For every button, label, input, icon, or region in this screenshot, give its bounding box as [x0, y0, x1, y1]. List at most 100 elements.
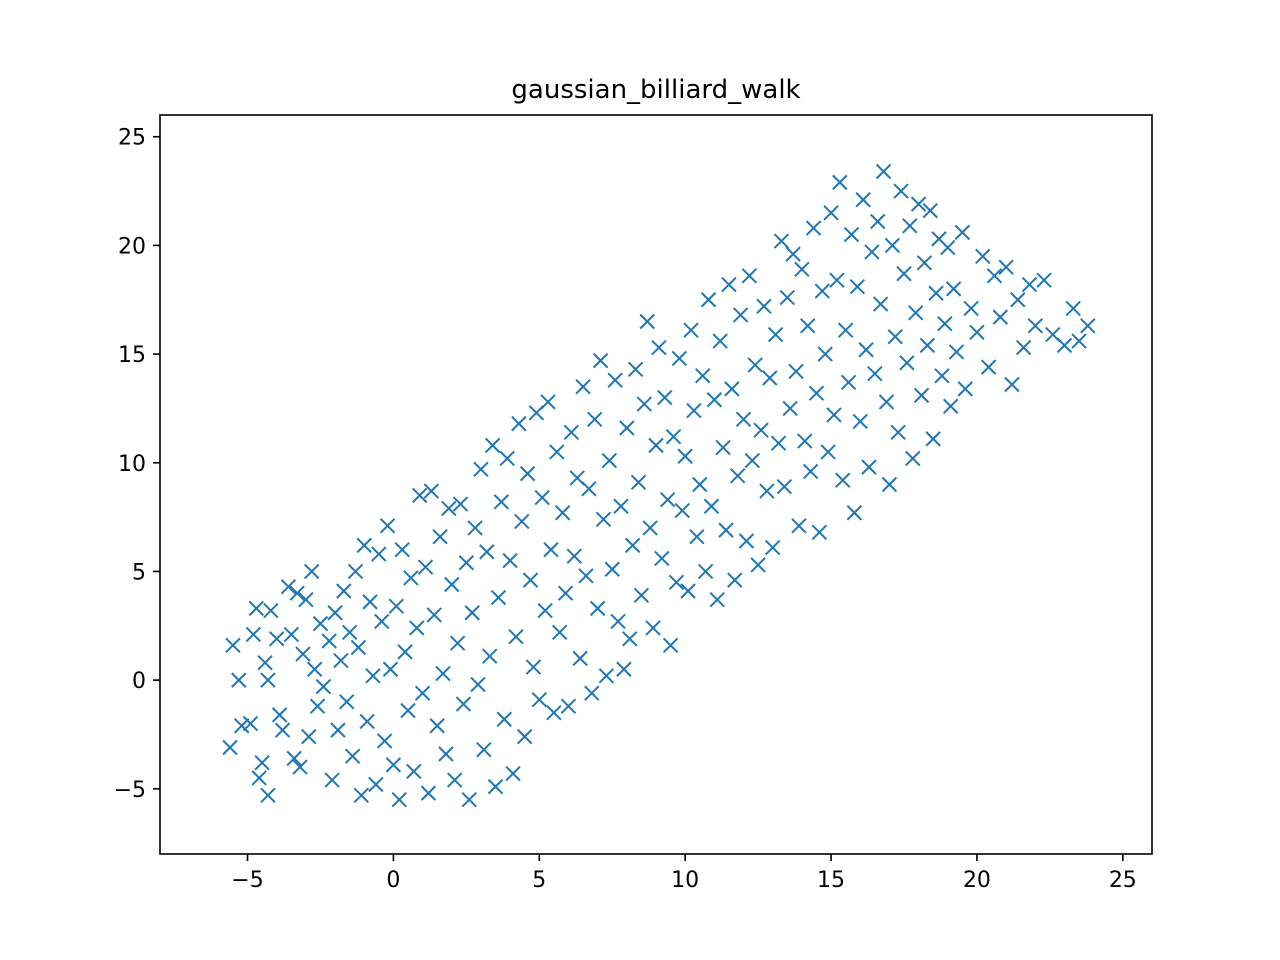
data-point: [794, 261, 810, 278]
data-point: [420, 785, 437, 801]
data-point: [508, 628, 524, 645]
data-point: [1071, 333, 1087, 349]
data-point: [902, 218, 918, 234]
data-point: [919, 337, 936, 354]
data-point: [855, 192, 871, 208]
data-point: [963, 300, 979, 317]
data-point: [832, 174, 848, 191]
data-point: [525, 659, 542, 675]
data-point: [371, 546, 387, 562]
data-point: [858, 342, 874, 358]
data-point: [770, 435, 787, 451]
data-point: [975, 248, 991, 264]
data-point: [668, 574, 685, 591]
data-point: [268, 631, 285, 647]
data-point: [864, 244, 880, 260]
data-point: [992, 309, 1008, 325]
data-point: [925, 431, 941, 447]
x-tick-label: 20: [963, 868, 991, 893]
data-point: [884, 237, 901, 254]
data-point: [721, 276, 737, 293]
data-point: [867, 365, 883, 382]
data-point: [703, 498, 720, 514]
data-point: [1010, 292, 1026, 308]
data-point: [642, 520, 658, 536]
data-point: [260, 787, 276, 804]
data-point: [470, 676, 486, 693]
data-point: [875, 163, 892, 180]
data-point: [724, 381, 740, 397]
data-point: [374, 613, 390, 630]
data-point: [767, 326, 784, 343]
data-point: [802, 463, 819, 480]
data-point: [759, 483, 775, 499]
data-point: [1080, 318, 1096, 334]
data-point: [718, 522, 734, 538]
data-point: [934, 368, 950, 384]
data-point: [817, 346, 833, 362]
data-point: [549, 444, 565, 460]
data-point: [913, 387, 930, 404]
data-point: [426, 607, 442, 623]
data-point: [441, 500, 457, 517]
data-point: [814, 283, 831, 299]
data-point: [304, 563, 320, 580]
data-point: [309, 698, 326, 714]
data-point: [881, 476, 898, 493]
data-points: [222, 163, 1096, 808]
data-point: [376, 733, 393, 749]
data-point: [1021, 276, 1038, 293]
data-point: [619, 420, 635, 436]
data-point: [225, 637, 241, 654]
data-point: [394, 541, 410, 558]
data-point: [522, 572, 539, 588]
data-point: [610, 613, 626, 630]
data-point: [423, 483, 440, 499]
data-point: [484, 437, 501, 454]
data-point: [773, 233, 790, 249]
data-point: [776, 478, 793, 495]
data-point: [359, 713, 375, 730]
data-point: [1027, 318, 1044, 334]
data-point: [601, 452, 618, 469]
data-point: [916, 255, 933, 271]
data-point: [403, 570, 419, 586]
data-point: [762, 370, 778, 386]
data-point: [683, 322, 699, 338]
data-point: [829, 272, 845, 288]
data-point: [379, 518, 396, 534]
data-point: [835, 472, 851, 488]
data-point: [907, 305, 924, 321]
data-point: [344, 748, 361, 764]
data-point: [648, 437, 664, 454]
data-point: [595, 511, 612, 527]
data-point: [347, 563, 364, 580]
data-point: [980, 359, 997, 375]
data-point: [633, 587, 650, 604]
data-point: [659, 492, 676, 508]
data-point: [630, 474, 647, 491]
data-point: [231, 672, 247, 688]
data-point: [286, 750, 302, 767]
x-tick-label: 10: [671, 868, 699, 893]
data-point: [382, 661, 399, 677]
data-point: [636, 396, 653, 412]
data-point: [747, 357, 763, 373]
data-point: [417, 559, 434, 575]
data-point: [942, 398, 959, 414]
data-point: [584, 685, 600, 701]
data-point: [820, 444, 836, 460]
data-point: [604, 561, 620, 577]
data-point: [245, 626, 262, 643]
data-point: [511, 415, 527, 432]
data-point: [840, 374, 857, 391]
data-point: [1036, 272, 1052, 288]
data-point: [692, 476, 708, 493]
y-tick-label: 10: [118, 452, 146, 477]
data-point: [706, 392, 723, 408]
x-tick-label: −5: [231, 868, 263, 893]
data-point: [581, 481, 597, 497]
data-point: [356, 537, 372, 554]
data-point: [353, 787, 370, 804]
data-point: [811, 524, 828, 541]
